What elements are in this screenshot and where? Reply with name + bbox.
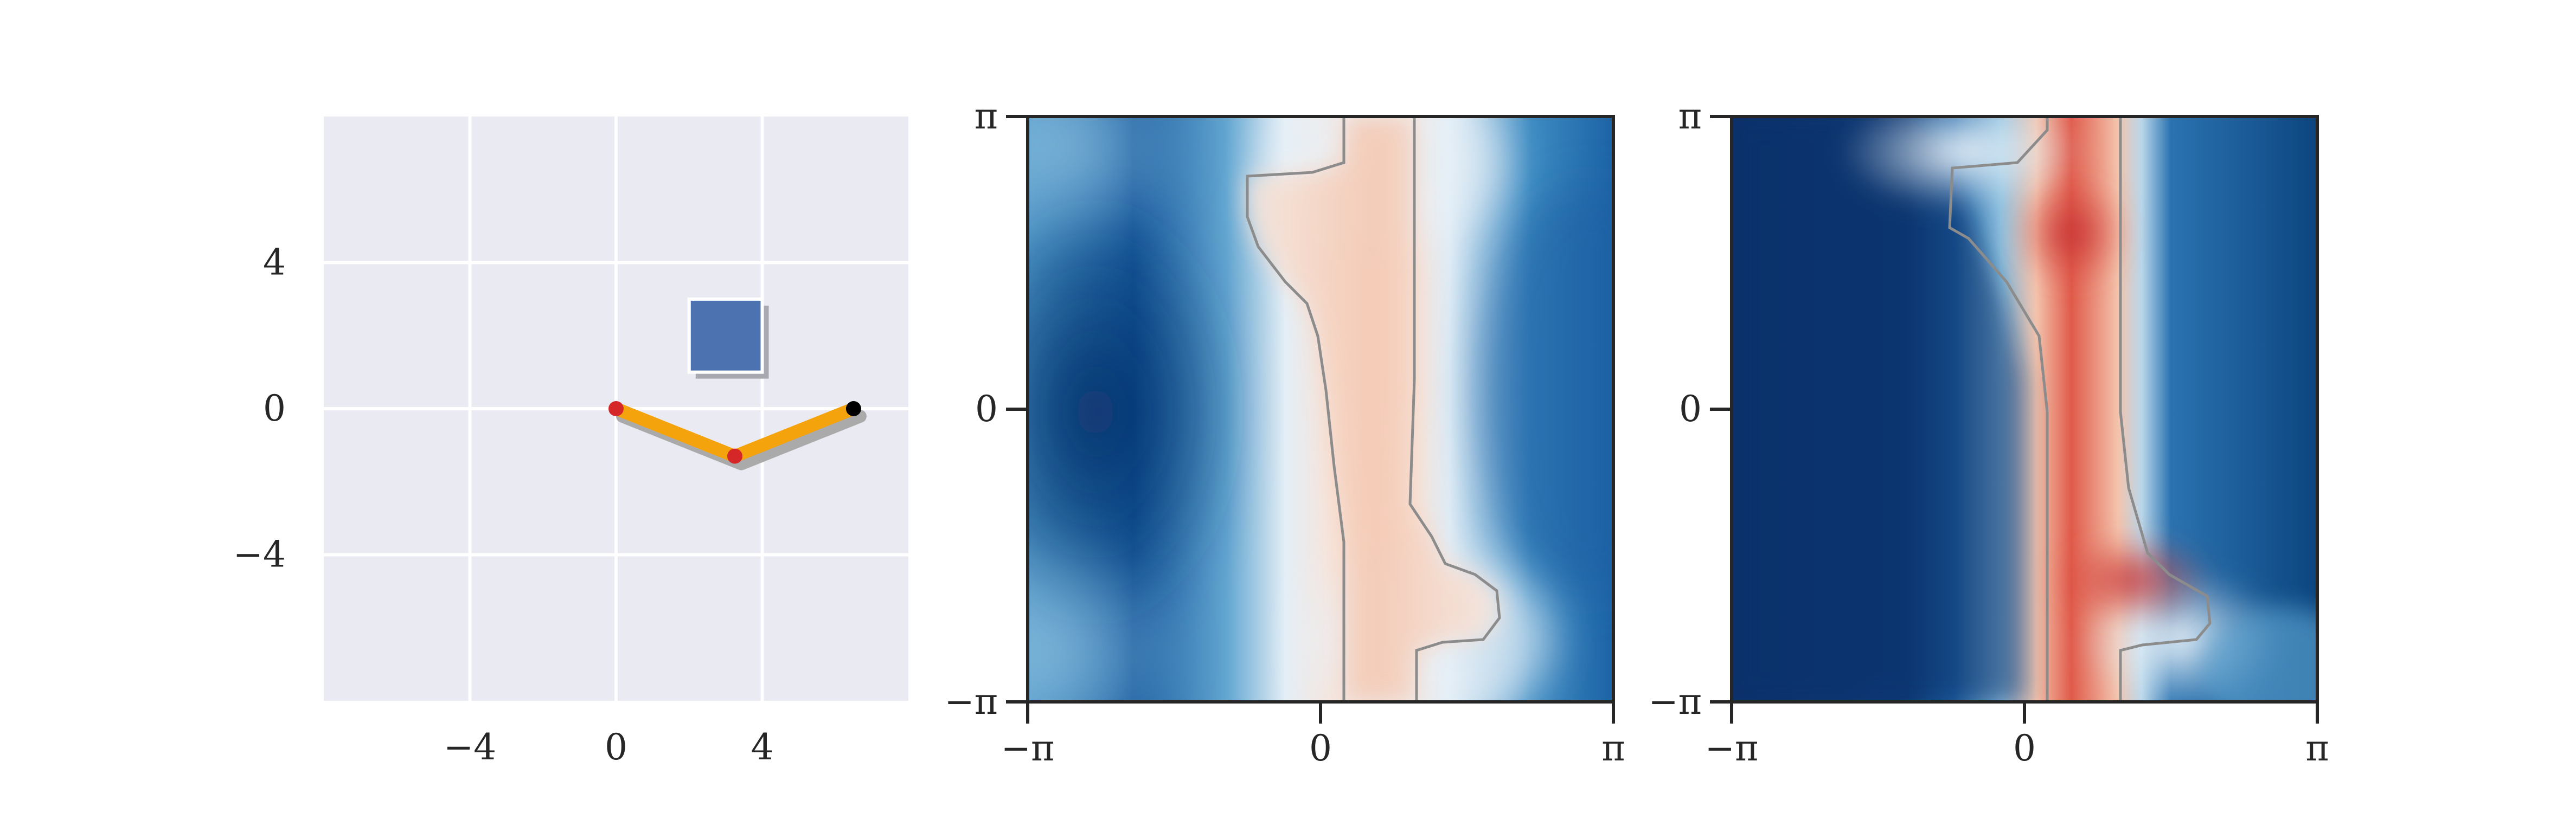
y-tick-label: π [1678,95,1702,137]
heatmap-1-contour [1246,117,1501,702]
x-tick-label: 0 [2013,727,2036,769]
heatmap-2-contour [1948,117,2212,702]
workspace-y-tick-label: 0 [263,388,286,429]
y-tick-label: −π [944,681,998,722]
workspace-y-tick-labels: 4 0 −4 [233,242,286,576]
x-tick-label: −π [1705,727,1759,769]
x-tick-label: π [1601,727,1625,769]
arm-link-2 [728,402,860,463]
workspace-y-tick-label: 4 [263,242,286,283]
workspace-x-tick-label: 4 [751,726,774,768]
arm-joint-1 [727,448,742,464]
x-tick-label: −π [1001,727,1055,769]
heatmap-1-field [1028,117,1613,702]
workspace-y-tick-label: −4 [233,534,286,576]
robot-arm [608,401,867,470]
obstacle-square [687,297,769,379]
heatmap-2-field [1732,117,2317,702]
cspace-heatmap-2: −π 0 π π 0 −π [1648,95,2329,769]
arm-link-1 [610,402,741,463]
y-tick-label: 0 [1679,388,1702,430]
arm-joint-0 [608,401,624,416]
x-tick-label: π [2305,727,2329,769]
heatmap-2-ticks: −π 0 π π 0 −π [1648,95,2329,769]
x-tick-label: 0 [1309,727,1332,769]
y-tick-label: 0 [975,388,998,430]
workspace-x-tick-label: −4 [444,726,496,768]
workspace-x-tick-label: 0 [605,726,627,768]
obstacle [687,297,764,374]
end-effector [845,401,861,416]
y-tick-label: −π [1648,681,1702,722]
workspace-x-tick-labels: −4 0 4 [444,726,774,768]
y-tick-label: π [975,95,998,137]
workspace-panel: 4 0 −4 −4 0 4 [233,117,908,768]
cspace-heatmap-1: −π 0 π π 0 −π [944,95,1625,769]
heatmap-1-ticks: −π 0 π π 0 −π [944,95,1625,769]
